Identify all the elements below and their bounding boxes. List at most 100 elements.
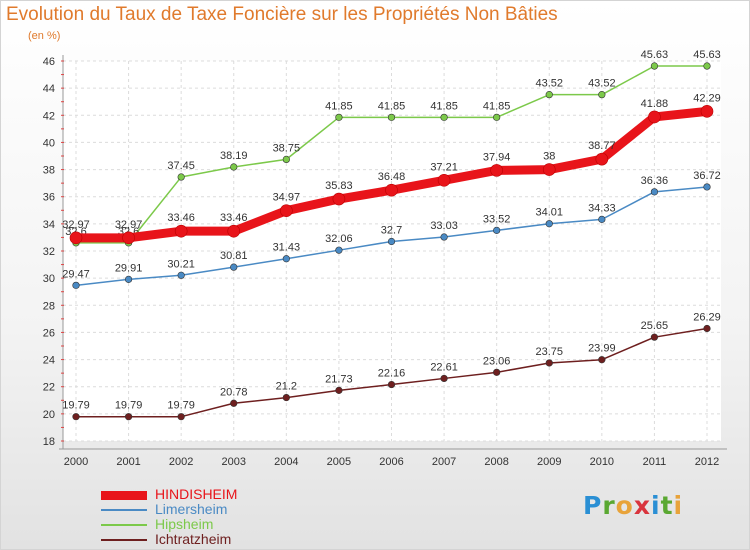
data-point (703, 324, 711, 333)
y-tick-label: 36 (43, 192, 55, 204)
legend-label: Ichtratzheim (155, 531, 232, 547)
data-point (124, 413, 133, 421)
data-point (385, 183, 398, 197)
data-point (493, 113, 501, 121)
data-label: 36.72 (693, 170, 721, 182)
data-label: 30.81 (220, 250, 248, 262)
data-label: 26.29 (693, 311, 721, 323)
data-point (595, 152, 609, 166)
data-label: 32.7 (381, 225, 402, 237)
data-label: 45.63 (641, 49, 669, 61)
data-label: 43.52 (588, 78, 616, 90)
data-label: 19.79 (167, 400, 195, 412)
legend-swatch (101, 490, 147, 500)
y-tick-label: 24 (43, 355, 55, 367)
data-point (177, 271, 185, 279)
y-tick-label: 44 (43, 83, 55, 95)
x-tick-label: 2000 (64, 456, 88, 468)
y-tick-label: 28 (43, 300, 55, 312)
logo-letter: i (651, 491, 661, 520)
x-tick-label: 2012 (695, 456, 719, 468)
legend-label: HINDISHEIM (155, 486, 238, 502)
data-point (177, 413, 185, 421)
data-point (230, 263, 238, 271)
data-label: 43.52 (535, 78, 563, 90)
data-label: 31.43 (273, 242, 301, 254)
data-label: 34.97 (273, 192, 301, 204)
data-point (227, 224, 241, 238)
x-tick-label: 2010 (590, 456, 614, 468)
data-label: 37.94 (483, 151, 511, 163)
data-point (490, 164, 503, 177)
y-tick-label: 22 (43, 382, 55, 394)
data-label: 36.36 (641, 175, 669, 187)
data-point (650, 62, 659, 70)
y-tick-label: 32 (43, 246, 55, 258)
x-tick-label: 2001 (116, 456, 140, 468)
logo-letter: i (673, 491, 684, 520)
data-label: 33.46 (220, 212, 248, 224)
data-point (280, 204, 293, 217)
data-label: 41.85 (378, 100, 406, 112)
data-point (598, 356, 606, 364)
data-label: 21.2 (276, 381, 297, 393)
x-tick-label: 2006 (379, 456, 403, 468)
proxiti-logo: Proxiti (583, 491, 683, 520)
legend-swatch (101, 524, 147, 526)
logo-letter: x (633, 491, 651, 520)
data-point (598, 91, 606, 99)
data-point (124, 275, 133, 283)
logo-letter: t (660, 491, 674, 520)
data-point (174, 224, 188, 238)
data-point (440, 374, 448, 383)
data-point (282, 393, 290, 402)
data-label: 45.63 (693, 49, 721, 61)
logo-letter: r (602, 491, 616, 520)
data-label: 38 (543, 151, 555, 163)
data-point (545, 359, 553, 367)
logo-letter: o (615, 491, 634, 520)
data-label: 37.45 (167, 160, 195, 172)
data-label: 33.52 (483, 213, 511, 225)
data-label: 19.79 (115, 400, 143, 412)
data-point (703, 62, 711, 70)
data-label: 33.46 (167, 212, 195, 224)
data-point (437, 173, 451, 187)
data-point (122, 231, 135, 245)
data-label: 23.99 (588, 343, 616, 355)
data-point (72, 413, 80, 421)
data-point (335, 113, 343, 121)
data-label: 41.85 (483, 100, 511, 112)
x-tick-label: 2011 (643, 456, 667, 468)
chart-title: Evolution du Taux de Taxe Foncière sur l… (6, 4, 558, 25)
data-point (650, 333, 659, 341)
data-label: 21.73 (325, 373, 353, 385)
logo-letter: P (583, 491, 603, 520)
data-point (387, 113, 396, 121)
x-tick-label: 2005 (327, 456, 351, 468)
y-tick-label: 26 (43, 327, 55, 339)
data-point (230, 163, 238, 171)
data-label: 38.19 (220, 150, 248, 162)
data-label: 32.06 (325, 233, 353, 245)
data-label: 38.75 (273, 142, 301, 154)
data-point (177, 173, 185, 181)
data-point (440, 113, 448, 121)
x-tick-label: 2007 (432, 456, 456, 468)
data-point (387, 380, 396, 389)
x-tick-label: 2004 (274, 456, 298, 468)
data-point (700, 105, 714, 118)
data-label: 41.85 (430, 100, 458, 112)
data-point (493, 226, 501, 234)
data-point (282, 155, 290, 163)
data-label: 25.65 (641, 320, 669, 332)
data-label: 23.75 (535, 346, 563, 358)
data-label: 23.06 (483, 355, 511, 367)
chart-subtitle: (en %) (28, 30, 61, 42)
y-tick-label: 40 (43, 137, 55, 149)
data-point (545, 220, 553, 228)
data-point (440, 233, 448, 241)
data-label: 35.83 (325, 180, 353, 192)
